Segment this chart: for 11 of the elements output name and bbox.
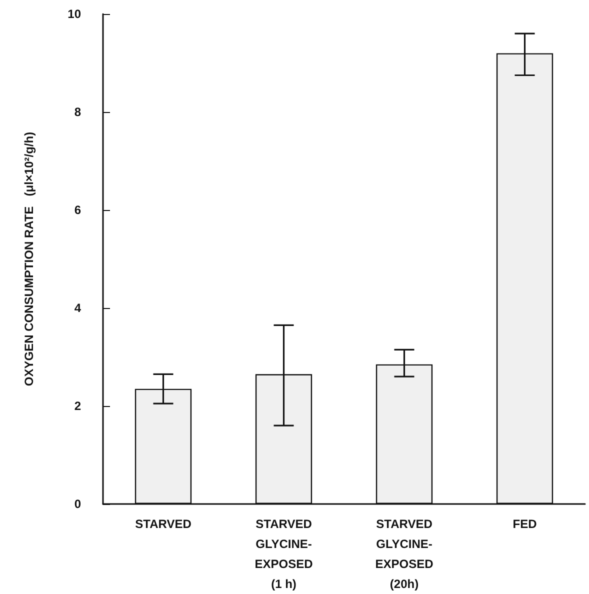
y-tick-label: 2 bbox=[74, 399, 82, 413]
x-tick-label: STARVED bbox=[135, 517, 192, 531]
x-tick-label: FED bbox=[512, 517, 538, 531]
y-tick-label: 4 bbox=[74, 301, 82, 315]
y-tick-label: 0 bbox=[74, 497, 82, 511]
x-tick-label: STARVED GLYCINE- EXPOSED (20h) bbox=[375, 517, 434, 591]
x-tick-label: STARVED GLYCINE- EXPOSED (1 h) bbox=[254, 517, 314, 591]
y-axis-title: OXYGEN CONSUMPTION RATE (μl×10²/g/h) bbox=[22, 132, 36, 386]
y-tick-label: 8 bbox=[74, 105, 82, 119]
y-tick-label: 6 bbox=[74, 203, 82, 217]
y-tick-label: 10 bbox=[68, 7, 82, 21]
